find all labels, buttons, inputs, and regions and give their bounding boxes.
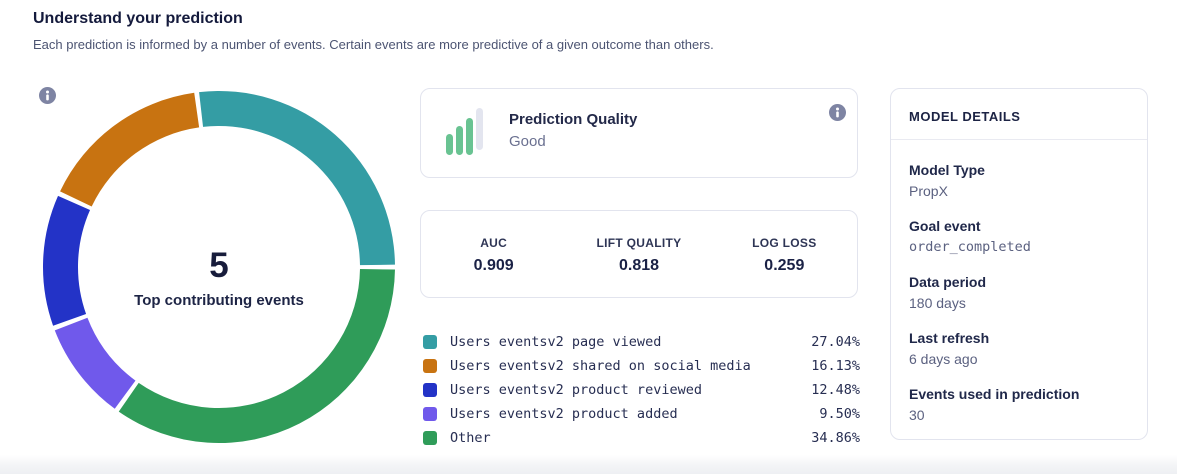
metric-value: 0.259: [764, 257, 805, 274]
legend-percent: 16.13%: [811, 358, 860, 374]
page-header: Understand your prediction Each predicti…: [33, 10, 933, 52]
field-label: Last refresh: [909, 330, 990, 346]
legend-percent: 12.48%: [811, 382, 860, 398]
legend-row[interactable]: Users eventsv2 shared on social media 16…: [423, 354, 860, 378]
bar-chart-icon: [446, 108, 483, 155]
chart-legend: Users eventsv2 page viewed 27.04% Users …: [423, 330, 860, 450]
field-value: 180 days: [909, 295, 966, 311]
donut-segment-2[interactable]: [42, 195, 91, 326]
field-value: 30: [909, 407, 925, 423]
page-title: Understand your prediction: [33, 10, 243, 27]
donut-segment-4[interactable]: [118, 269, 395, 444]
donut-segment-1[interactable]: [60, 92, 200, 207]
field-label: Events used in prediction: [909, 386, 1080, 402]
quality-value: Good: [509, 133, 546, 150]
field-value: order_completed: [909, 239, 1031, 255]
field-label: Goal event: [909, 218, 981, 234]
legend-percent: 34.86%: [811, 430, 860, 446]
legend-row[interactable]: Other 34.86%: [423, 426, 860, 450]
model-metrics-card: AUC 0.909 LIFT QUALITY 0.818 LOG LOSS 0.…: [420, 210, 858, 298]
metric-value: 0.818: [618, 257, 660, 274]
metric-value: 0.909: [473, 257, 514, 274]
prediction-quality-card: Prediction Quality Good: [420, 88, 858, 178]
info-icon[interactable]: [829, 104, 846, 121]
model-field-goal-event: Goal event order_completed: [909, 218, 1129, 256]
legend-swatch: [423, 407, 437, 421]
legend-swatch: [423, 383, 437, 397]
model-field-last-refresh: Last refresh 6 days ago: [909, 330, 1129, 368]
legend-label: Other: [450, 430, 491, 446]
field-value: PropX: [909, 183, 948, 199]
field-value: 6 days ago: [909, 351, 978, 367]
legend-label: Users eventsv2 shared on social media: [450, 358, 751, 374]
model-fields: Model Type PropX Goal event order_comple…: [891, 140, 1147, 424]
metric-lift-quality: LIFT QUALITY 0.818: [566, 211, 711, 297]
donut-segment-0[interactable]: [199, 90, 395, 266]
legend-row[interactable]: Users eventsv2 product reviewed 12.48%: [423, 378, 860, 402]
field-label: Model Type: [909, 162, 985, 178]
legend-swatch: [423, 359, 437, 373]
legend-row[interactable]: Users eventsv2 product added 9.50%: [423, 402, 860, 426]
info-icon[interactable]: [39, 87, 56, 104]
quality-title: Prediction Quality: [509, 111, 638, 128]
metric-label: LOG LOSS: [752, 236, 817, 250]
donut-chart: 5 Top contributing events: [39, 87, 399, 447]
legend-label: Users eventsv2 product added: [450, 406, 678, 422]
metric-log-loss: LOG LOSS 0.259: [712, 211, 857, 297]
field-label: Data period: [909, 274, 987, 290]
legend-label: Users eventsv2 product reviewed: [450, 382, 702, 398]
page-subtitle: Each prediction is informed by a number …: [33, 37, 714, 52]
legend-label: Users eventsv2 page viewed: [450, 334, 662, 350]
legend-swatch: [423, 335, 437, 349]
legend-swatch: [423, 431, 437, 445]
legend-percent: 9.50%: [819, 406, 860, 422]
metric-auc: AUC 0.909: [421, 211, 566, 297]
metric-label: AUC: [480, 236, 508, 250]
legend-row[interactable]: Users eventsv2 page viewed 27.04%: [423, 330, 860, 354]
legend-percent: 27.04%: [811, 334, 860, 350]
model-field-events-used: Events used in prediction 30: [909, 386, 1129, 424]
model-details-title: MODEL DETAILS: [891, 89, 1147, 140]
next-section-edge: [0, 455, 1177, 474]
model-details-panel: MODEL DETAILS Model Type PropX Goal even…: [890, 88, 1148, 440]
model-field-data-period: Data period 180 days: [909, 274, 1129, 312]
model-field-model-type: Model Type PropX: [909, 162, 1129, 200]
donut-segment-3[interactable]: [54, 317, 136, 409]
donut-svg: [42, 90, 395, 444]
quality-text: Prediction Quality Good: [509, 111, 637, 150]
metric-label: LIFT QUALITY: [596, 236, 682, 250]
